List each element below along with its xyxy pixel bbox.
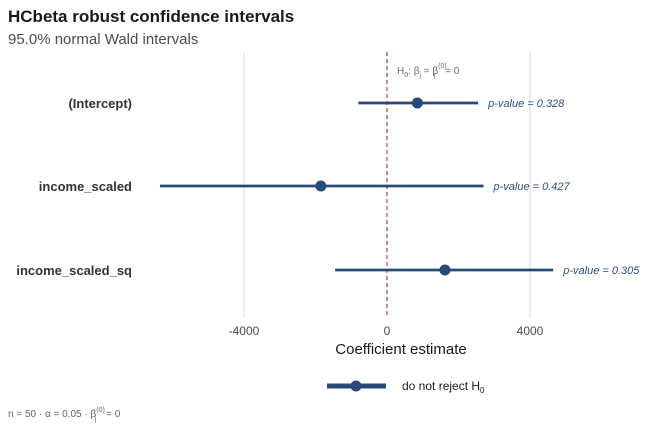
chart-title: HCbeta robust confidence intervals <box>8 7 294 26</box>
legend: do not reject H0 <box>327 379 485 395</box>
p-value-label: p-value = 0.427 <box>493 181 571 193</box>
term-label: income_scaled_sq <box>16 263 132 278</box>
interval-row: income_scaled_sq p-value = 0.305 <box>16 263 640 278</box>
point-estimate <box>439 264 451 276</box>
interval-row: income_scaled p-value = 0.427 <box>39 179 571 194</box>
legend-point-swatch <box>350 380 362 392</box>
x-tick-label: 0 <box>384 324 391 338</box>
interval-row: (Intercept) p-value = 0.328 <box>68 96 565 111</box>
p-value-label: p-value = 0.328 <box>487 98 565 110</box>
reference-line-label: H0: βj = β(0) j = 0 <box>397 63 460 79</box>
chart-subtitle: 95.0% normal Wald intervals <box>8 31 198 48</box>
term-label: (Intercept) <box>68 96 132 111</box>
x-tick-label: 4000 <box>517 324 544 338</box>
p-value-label: p-value = 0.305 <box>562 265 640 277</box>
x-tick-label: -4000 <box>229 324 260 338</box>
x-axis-label: Coefficient estimate <box>335 341 466 358</box>
point-estimate <box>315 180 327 192</box>
caption: n = 50 · α = 0.05 · β(0) j = 0 <box>8 407 121 423</box>
point-estimate <box>411 97 423 109</box>
legend-label: do not reject H0 <box>402 379 485 395</box>
term-label: income_scaled <box>39 179 132 194</box>
x-axis-ticks: -4000 0 4000 <box>229 324 544 338</box>
